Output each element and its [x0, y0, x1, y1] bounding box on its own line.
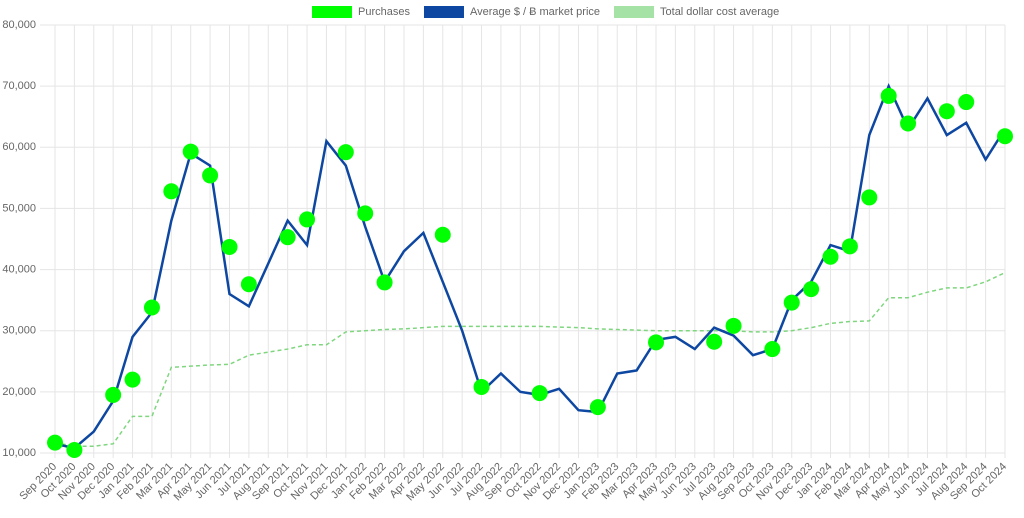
price-line — [54, 82, 1007, 450]
purchase-point — [997, 128, 1013, 145]
purchase-point — [163, 183, 180, 200]
legend-label[interactable]: Purchases — [358, 6, 410, 18]
purchase-point — [47, 434, 63, 451]
purchase-point — [66, 441, 83, 458]
y-tick-label: 30,000 — [2, 325, 36, 337]
purchase-point — [221, 238, 238, 255]
purchase-point — [648, 334, 665, 351]
y-tick-label: 70,000 — [2, 80, 36, 92]
purchase-point — [434, 226, 451, 243]
y-tick-label: 10,000 — [2, 447, 36, 459]
y-tick-label: 50,000 — [2, 202, 36, 214]
purchase-point — [822, 248, 839, 265]
purchase-point — [803, 281, 820, 298]
purchase-point — [357, 205, 374, 222]
legend-swatch[interactable] — [312, 6, 352, 18]
purchase-point — [182, 143, 199, 160]
purchase-point — [240, 276, 257, 293]
purchase-point — [938, 103, 955, 120]
legend-swatch[interactable] — [614, 6, 655, 18]
legend-label[interactable]: Total dollar cost average — [660, 6, 779, 18]
legend-swatch[interactable] — [423, 6, 464, 18]
purchase-point — [589, 399, 606, 416]
dca-line — [54, 271, 1006, 448]
purchase-point — [202, 167, 219, 184]
purchase-point — [861, 189, 878, 206]
purchase-point — [376, 274, 393, 291]
purchase-point — [783, 294, 800, 311]
purchase-point — [105, 386, 122, 403]
purchase-point — [299, 211, 316, 228]
purchase-point — [143, 299, 160, 316]
y-tick-label: 20,000 — [2, 386, 36, 398]
purchase-point — [725, 317, 742, 334]
purchase-point — [900, 115, 917, 132]
purchase-point — [279, 229, 296, 246]
purchase-point — [706, 333, 723, 350]
purchase-point — [880, 87, 897, 104]
purchase-point — [531, 385, 548, 402]
purchase-point — [337, 144, 354, 161]
purchase-point — [124, 371, 141, 388]
purchase-point — [958, 94, 975, 111]
purchase-point — [473, 378, 490, 395]
y-tick-label: 80,000 — [2, 19, 36, 31]
purchase-point — [764, 341, 781, 358]
legend-label[interactable]: Average $ / Ƀ market price — [470, 6, 600, 18]
purchase-point — [841, 238, 858, 255]
y-tick-label: 40,000 — [2, 263, 36, 275]
y-tick-label: 60,000 — [2, 141, 36, 153]
